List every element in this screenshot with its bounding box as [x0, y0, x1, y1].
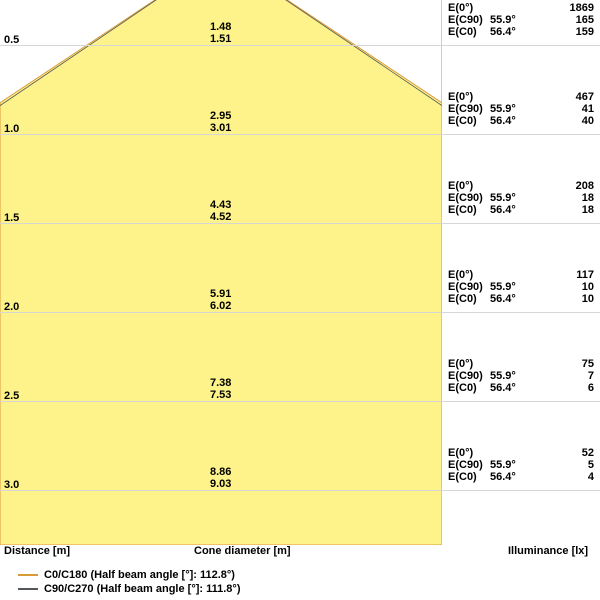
light-cone	[0, 0, 442, 545]
grid-row: 1.54.434.52	[0, 223, 442, 224]
illuminance-cell: E(0°)75E(C90)55.9°7E(C0)56.4°6	[442, 358, 600, 394]
cone-diameter-values: 7.387.53	[210, 377, 231, 401]
luminaire-cone-diagram: 0.51.481.511.02.953.011.54.434.522.05.91…	[0, 0, 600, 600]
illuminance-cell: E(0°)117E(C90)55.9°10E(C0)56.4°10	[442, 269, 600, 305]
distance-value: 1.5	[4, 212, 19, 224]
legend-item: C0/C180 (Half beam angle [°]: 112.8°)	[18, 569, 241, 581]
illuminance-cell: E(0°)1869E(C90)55.9°165E(C0)56.4°159	[442, 2, 600, 38]
cone-diameter-values: 8.869.03	[210, 466, 231, 490]
cone-diameter-values: 5.916.02	[210, 288, 231, 312]
legend-swatch	[18, 574, 38, 576]
grid-row: 2.05.916.02	[0, 312, 442, 313]
legend-label: C90/C270 (Half beam angle [°]: 111.8°)	[44, 583, 241, 595]
axis-label-distance: Distance [m]	[4, 545, 70, 557]
illuminance-cell: E(0°)467E(C90)55.9°41E(C0)56.4°40	[442, 91, 600, 127]
legend-label: C0/C180 (Half beam angle [°]: 112.8°)	[44, 569, 235, 581]
distance-value: 2.0	[4, 301, 19, 313]
axis-label-diameter: Cone diameter [m]	[194, 545, 291, 557]
legend-swatch	[18, 588, 38, 590]
illuminance-cell: E(0°)208E(C90)55.9°18E(C0)56.4°18	[442, 180, 600, 216]
grid-row: 0.51.481.51	[0, 45, 442, 46]
legend: C0/C180 (Half beam angle [°]: 112.8°) C90…	[18, 567, 241, 595]
distance-value: 2.5	[4, 390, 19, 402]
illuminance-cell: E(0°)52E(C90)55.9°5E(C0)56.4°4	[442, 447, 600, 483]
cone-diameter-values: 1.481.51	[210, 21, 231, 45]
cone-diameter-values: 2.953.01	[210, 110, 231, 134]
grid-row: 3.08.869.03	[0, 490, 442, 491]
legend-item: C90/C270 (Half beam angle [°]: 111.8°)	[18, 583, 241, 595]
distance-value: 3.0	[4, 479, 19, 491]
grid-row: 1.02.953.01	[0, 134, 442, 135]
cone-canvas: 0.51.481.511.02.953.011.54.434.522.05.91…	[0, 0, 442, 545]
grid-row: 2.57.387.53	[0, 401, 442, 402]
axis-label-illuminance: Illuminance [lx]	[508, 545, 588, 557]
distance-value: 1.0	[4, 123, 19, 135]
distance-value: 0.5	[4, 34, 19, 46]
cone-diameter-values: 4.434.52	[210, 199, 231, 223]
illuminance-column: E(0°)1869E(C90)55.9°165E(C0)56.4°159 E(0°…	[442, 0, 600, 545]
